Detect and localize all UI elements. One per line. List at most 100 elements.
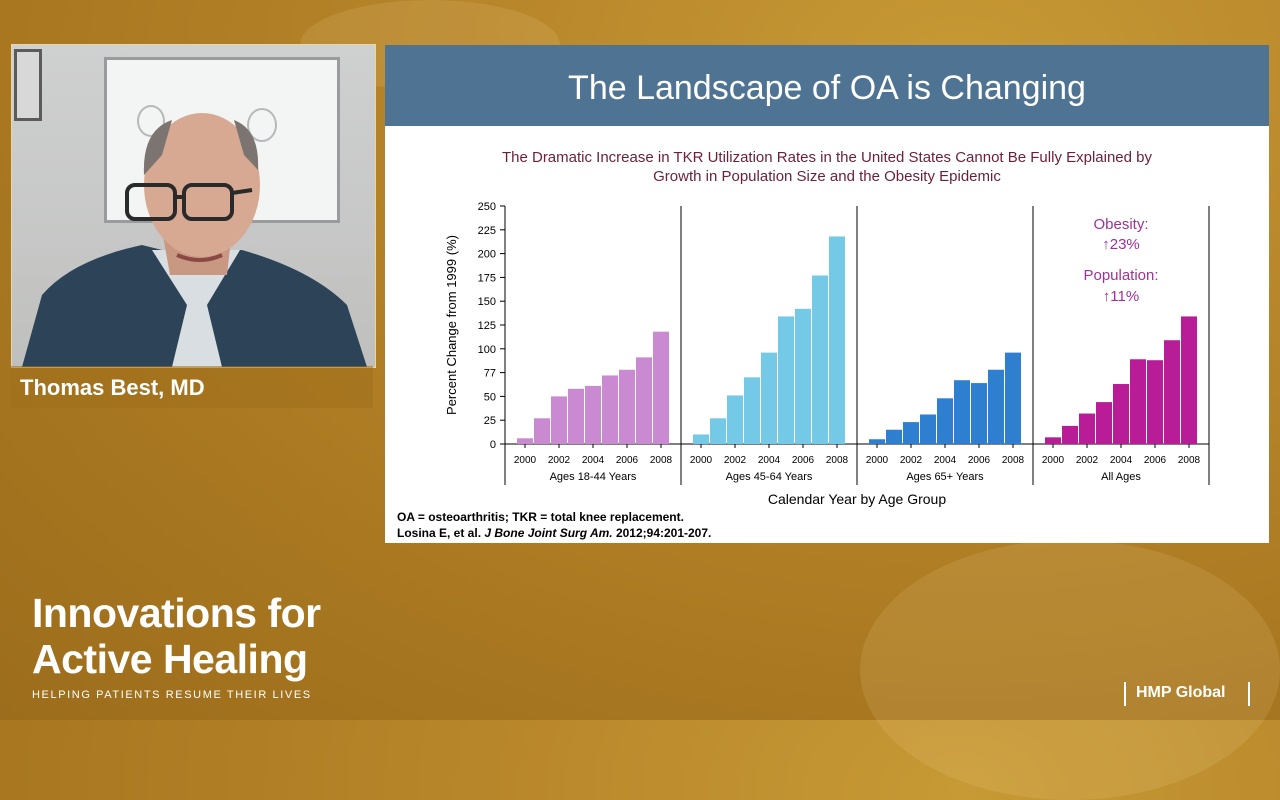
footnote-abbreviations: OA = osteoarthritis; TKR = total knee re… — [397, 510, 684, 524]
speaker-name-bar — [11, 366, 373, 408]
y-tick-label: 250 — [478, 201, 496, 213]
population-value: ↑11% — [1103, 288, 1139, 305]
y-tick-label: 100 — [478, 344, 496, 356]
bar — [585, 385, 601, 444]
x-tick-label: 2002 — [900, 455, 923, 466]
x-tick-label: 2006 — [1144, 455, 1167, 466]
bar — [517, 438, 533, 444]
bar — [761, 352, 777, 444]
group-label: Ages 65+ Years — [906, 471, 984, 483]
wall-frame — [14, 49, 42, 121]
y-tick-label: 77 — [484, 368, 496, 380]
bar — [1130, 359, 1146, 444]
bar — [886, 429, 902, 444]
x-tick-label: 2006 — [792, 455, 815, 466]
branding-line-2: Active Healing — [32, 636, 308, 682]
branding-tagline: HELPING PATIENTS RESUME THEIR LIVES — [32, 689, 312, 701]
x-axis-label: Calendar Year by Age Group — [768, 491, 946, 507]
tkr-bar-chart: 0 25 50 77 100 125 150 175 200 225 250 Percent Chan… — [444, 201, 1210, 507]
group-label: Ages 18-44 Years — [550, 471, 637, 483]
x-tick-label: 2004 — [1110, 455, 1133, 466]
y-tick-label: 50 — [484, 391, 496, 403]
bar — [795, 308, 811, 444]
x-tick-label: 2002 — [1076, 455, 1099, 466]
bar — [920, 414, 936, 444]
y-tick-label: 225 — [478, 225, 496, 237]
speaker-name: Thomas Best, MD — [20, 375, 205, 400]
bar — [1164, 340, 1180, 444]
branding-line-1: Innovations for — [32, 590, 321, 636]
subtitle-line-2: Growth in Population Size and the Obesit… — [653, 168, 1001, 185]
y-tick-label: 200 — [478, 249, 496, 261]
bar — [1005, 352, 1021, 444]
bar — [778, 316, 794, 444]
bar — [988, 369, 1004, 444]
bar — [568, 388, 584, 444]
bar — [903, 422, 919, 444]
x-tick-label: 2004 — [582, 455, 605, 466]
bar — [744, 377, 760, 444]
y-axis-label: Percent Change from 1999 (%) — [444, 235, 459, 415]
citation-details: 2012;94:201-207. — [615, 526, 712, 540]
citation-journal: J Bone Joint Surg Am. — [484, 526, 613, 540]
footnote-citation: Losina E, et al. J Bone Joint Surg Am. 2… — [397, 526, 711, 540]
group-label: Ages 45-64 Years — [726, 471, 813, 483]
presentation-slide: The Landscape of OA is Changing The Dram… — [385, 45, 1269, 543]
speaker-figure — [22, 113, 367, 367]
slide-title: The Landscape of OA is Changing — [568, 69, 1086, 107]
hmp-global-logo: HMP Global — [1124, 680, 1252, 708]
bar — [937, 398, 953, 444]
x-tick-label: 2000 — [690, 455, 713, 466]
bar — [551, 396, 567, 444]
bar — [1062, 425, 1078, 444]
bar — [653, 331, 669, 444]
sponsor-name: HMP Global — [1136, 684, 1226, 701]
bar — [693, 434, 709, 444]
slide-header — [385, 45, 1269, 126]
group-label: All Ages — [1101, 471, 1141, 483]
chart-subtitle: The Dramatic Increase in TKR Utilization… — [425, 148, 1229, 186]
bar — [812, 275, 828, 444]
subtitle-line-1: The Dramatic Increase in TKR Utilization… — [501, 149, 1153, 166]
bar — [1045, 437, 1061, 444]
x-tick-label: 2002 — [724, 455, 747, 466]
obesity-label: Obesity: — [1093, 216, 1148, 233]
x-tick-label: 2008 — [1002, 455, 1025, 466]
bar — [1079, 413, 1095, 444]
obesity-value: ↑23% — [1102, 236, 1140, 253]
bar — [1147, 360, 1163, 444]
y-tick-label: 0 — [490, 439, 496, 451]
x-tick-label: 2000 — [866, 455, 889, 466]
x-tick-label: 2008 — [826, 455, 849, 466]
x-tick-label: 2004 — [758, 455, 781, 466]
event-branding: Innovations for Active Healing — [32, 590, 321, 682]
bar — [954, 380, 970, 444]
x-tick-label: 2002 — [548, 455, 571, 466]
bar — [1113, 384, 1129, 444]
bar — [727, 395, 743, 444]
bar — [829, 236, 845, 444]
y-tick-label: 150 — [478, 296, 496, 308]
bar — [534, 418, 550, 444]
citation-authors: Losina E, et al. — [397, 526, 482, 540]
population-label: Population: — [1083, 267, 1158, 284]
bar — [619, 369, 635, 444]
bar — [1096, 402, 1112, 444]
x-tick-label: 2000 — [514, 455, 537, 466]
x-tick-label: 2008 — [650, 455, 673, 466]
x-tick-label: 2006 — [616, 455, 639, 466]
x-tick-label: 2006 — [968, 455, 991, 466]
x-tick-label: 2004 — [934, 455, 957, 466]
y-tick-label: 25 — [484, 415, 496, 427]
background-shape — [860, 540, 1280, 800]
bar — [710, 418, 726, 444]
x-tick-label: 2000 — [1042, 455, 1065, 466]
bar — [1181, 316, 1197, 444]
bar — [602, 375, 618, 444]
bar — [636, 357, 652, 444]
y-tick-label: 125 — [478, 320, 496, 332]
speaker-video — [11, 44, 376, 368]
bar — [869, 439, 885, 444]
y-tick-label: 175 — [478, 272, 496, 284]
x-tick-label: 2008 — [1178, 455, 1201, 466]
